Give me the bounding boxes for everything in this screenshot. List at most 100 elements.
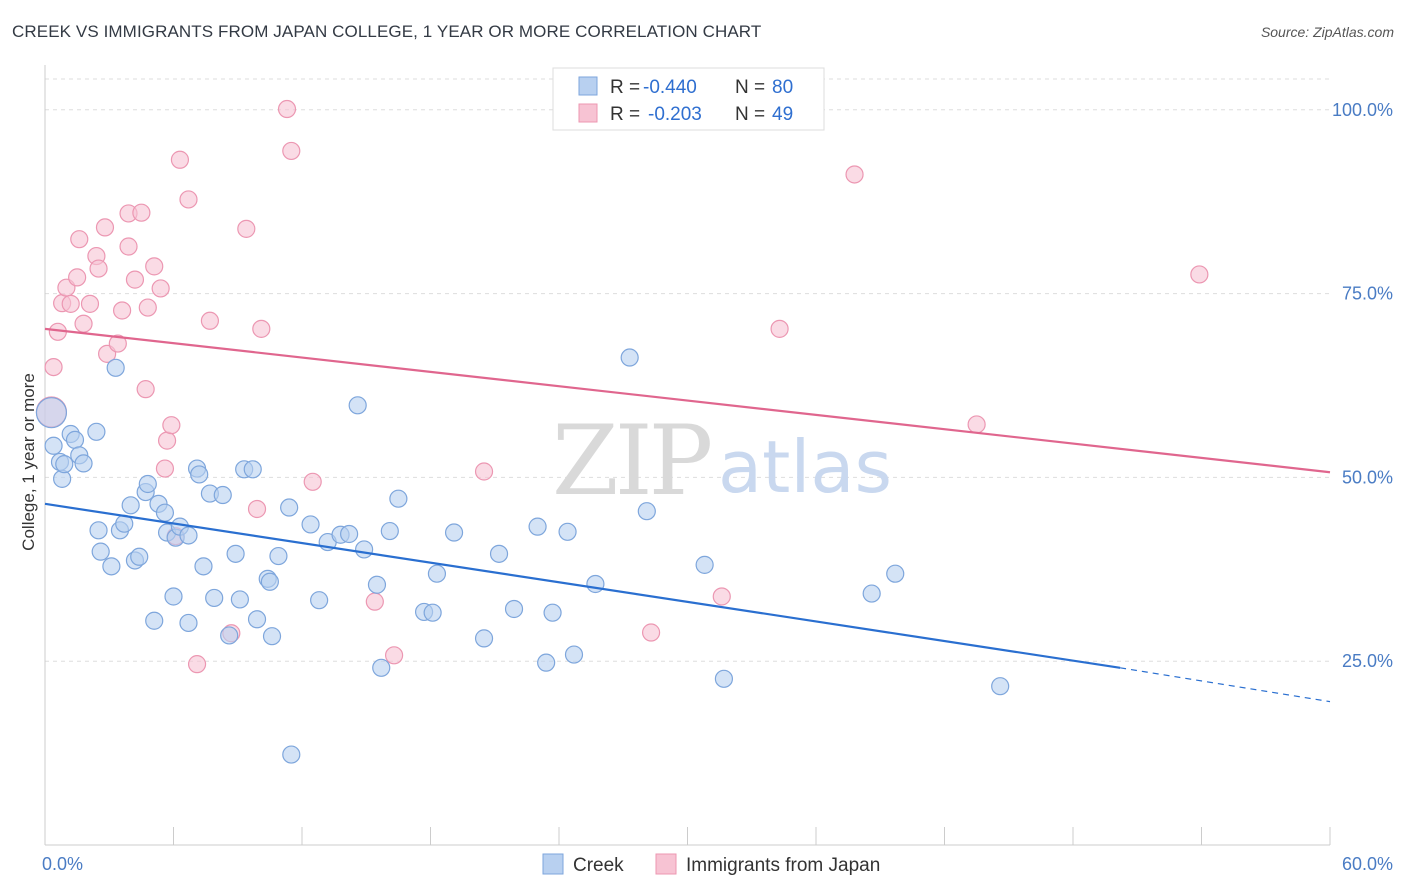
creek-point-72 <box>620 348 639 367</box>
trend-lines <box>44 327 1331 703</box>
creek-point-58 <box>389 489 408 508</box>
x-tick-label-0: 0.0% <box>42 854 83 874</box>
creek-point-40 <box>243 460 262 479</box>
creek-point-55 <box>367 575 387 594</box>
watermark-zip: ZIP <box>552 405 711 517</box>
japan-point-22 <box>145 257 164 276</box>
watermark: ZIP atlas <box>552 405 892 517</box>
legend-r-label-creek: R = <box>610 77 640 98</box>
japan-point-41 <box>474 462 494 481</box>
creek-point-56 <box>372 658 391 677</box>
legend-n-label-creek: N = <box>735 77 765 98</box>
creek-point-38 <box>230 590 249 609</box>
japan-point-23 <box>151 279 170 298</box>
creek-point-35 <box>213 485 232 505</box>
japan-point-43 <box>712 587 731 606</box>
creek-point-49 <box>310 591 329 610</box>
creek-point-67 <box>537 653 556 672</box>
japan-point-40 <box>384 646 404 665</box>
japan-point-31 <box>200 311 220 330</box>
creek-point-32 <box>194 557 213 576</box>
creek-point-75 <box>714 669 734 688</box>
creek-point-71 <box>586 574 605 594</box>
legend-r-value-japan: -0.203 <box>648 104 702 125</box>
japan-point-34 <box>247 499 267 519</box>
creek-point-52 <box>340 524 359 544</box>
legend-frame <box>552 67 825 131</box>
japan-point-44 <box>770 319 789 338</box>
bottom-legend: Creek Immigrants from Japan <box>542 853 880 876</box>
watermark-atlas: atlas <box>718 425 892 509</box>
japan-point-21 <box>138 298 157 317</box>
legend-n-value-creek: 80 <box>772 77 793 98</box>
creek-point-73 <box>637 502 656 521</box>
japan-point-14 <box>108 334 127 353</box>
japan-point-47 <box>1190 265 1209 284</box>
source-label: Source: ZipAtlas.com <box>1260 24 1394 40</box>
creek-point-63 <box>474 629 494 648</box>
creek-point-23 <box>155 503 175 522</box>
japan-point-33 <box>237 219 256 238</box>
creek-point-6 <box>65 430 85 449</box>
creek-point-76 <box>862 584 881 603</box>
creek-point-12 <box>102 557 121 576</box>
creek-point-34 <box>205 588 224 608</box>
creek-point-9 <box>87 422 106 441</box>
creek-point-1 <box>44 436 63 455</box>
creek-point-62 <box>444 523 464 542</box>
japan-point-35 <box>252 319 271 338</box>
creek-point-28 <box>179 613 198 633</box>
series-japan-points <box>35 99 1209 674</box>
creek-point-48 <box>301 515 320 534</box>
legend-r-label-japan: R = <box>610 104 640 125</box>
bottom-legend-swatch-japan <box>655 853 677 875</box>
bottom-legend-swatch-creek <box>542 853 564 875</box>
creek-point-54 <box>355 540 374 559</box>
creek-point-61 <box>427 564 447 583</box>
creek-point-70 <box>564 645 584 664</box>
japan-point-5 <box>61 294 80 313</box>
japan-point-28 <box>170 150 190 169</box>
creek-point-41 <box>247 610 267 629</box>
japan-point-20 <box>136 380 155 399</box>
creek-point-36 <box>220 626 239 645</box>
y-tick-labels: 25.0% 50.0% 75.0% 100.0% <box>1332 100 1393 671</box>
legend-n-value-japan: 49 <box>772 104 793 125</box>
japan-point-24 <box>155 459 175 478</box>
japan-point-25 <box>157 431 177 450</box>
japan-point-8 <box>74 314 93 333</box>
series-creek-points <box>35 348 1010 764</box>
creek-point-10 <box>89 521 108 540</box>
chart-title: CREEK VS IMMIGRANTS FROM JAPAN COLLEGE, … <box>12 22 762 41</box>
creek-point-66 <box>528 517 547 536</box>
creek-point-44 <box>262 627 282 646</box>
creek-point-37 <box>226 544 245 563</box>
japan-point-19 <box>132 203 151 222</box>
x-tick-labels: 0.0% 60.0% <box>42 854 1393 874</box>
japan-trend-line <box>44 327 1331 474</box>
japan-point-1 <box>44 357 63 377</box>
axes <box>44 65 1331 846</box>
creek-point-45 <box>269 546 288 566</box>
legend-box: R = -0.440 N = 80 R = -0.203 N = 49 <box>552 67 825 131</box>
legend-swatch-japan <box>578 103 598 123</box>
creek-point-65 <box>504 599 524 619</box>
creek-point-0 <box>35 397 68 429</box>
japan-point-38 <box>303 472 322 491</box>
creek-trend-line <box>44 502 1121 669</box>
japan-point-36 <box>277 99 297 119</box>
japan-point-6 <box>68 268 87 287</box>
japan-point-18 <box>125 270 145 289</box>
creek-point-43 <box>260 572 279 591</box>
creek-point-16 <box>121 496 140 515</box>
creek-point-29 <box>179 526 198 545</box>
y-tick-label-2: 75.0% <box>1342 284 1393 304</box>
japan-point-26 <box>162 416 181 435</box>
x-tick-label-1: 60.0% <box>1342 854 1393 874</box>
creek-point-69 <box>558 522 577 541</box>
japan-point-30 <box>187 655 207 674</box>
japan-point-11 <box>89 259 108 278</box>
y-tick-label-3: 100.0% <box>1332 100 1393 120</box>
creek-point-21 <box>145 611 164 630</box>
